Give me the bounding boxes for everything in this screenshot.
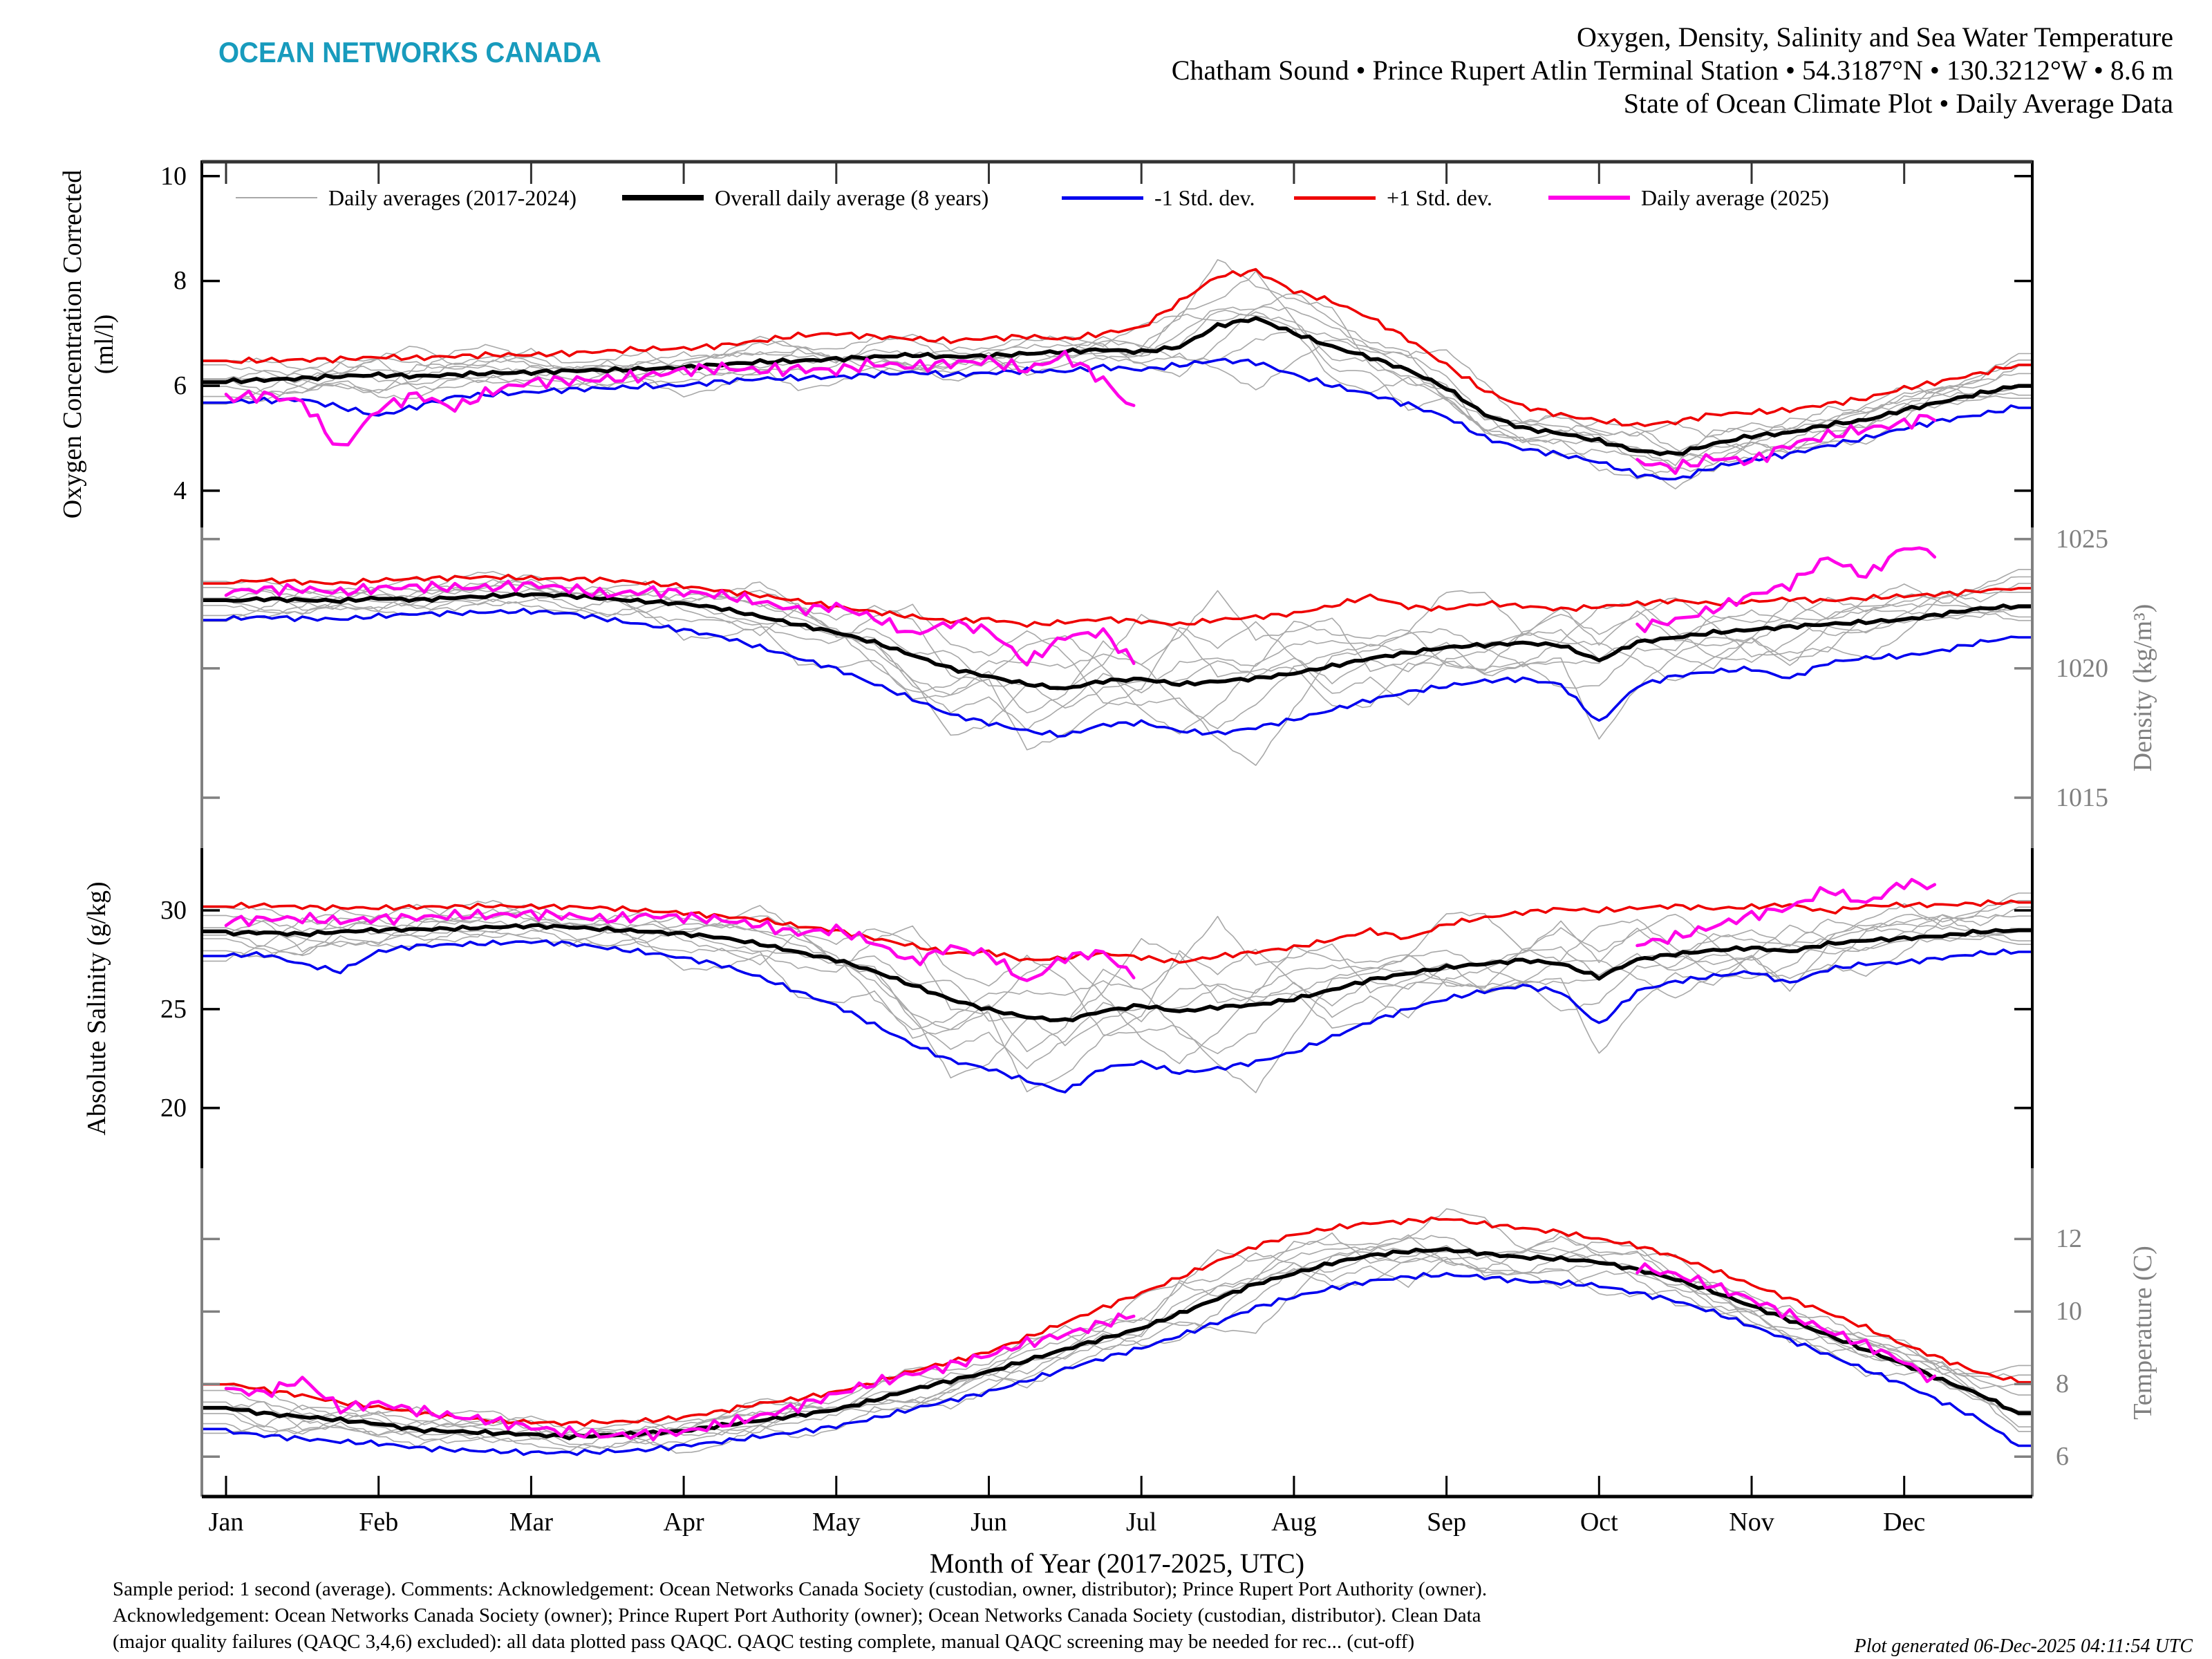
- series-temperature-year-2021: [202, 1241, 2032, 1449]
- series-temperature-year-2023: [202, 1247, 2032, 1438]
- series-temperature-year-2017: [202, 1235, 2032, 1453]
- month-label-jun: Jun: [971, 1508, 1007, 1537]
- series-oxygen-year-2017: [202, 311, 2032, 455]
- x-axis-label: Month of Year (2017-2025, UTC): [929, 1548, 1305, 1579]
- legend-label: Daily average (2025): [1641, 185, 1829, 210]
- footer-line-3: (major quality failures (QAQC 3,4,6) exc…: [113, 1631, 1415, 1653]
- month-label-oct: Oct: [1580, 1508, 1618, 1537]
- y-tick-label-oxygen: 8: [174, 266, 187, 296]
- y-tick-label-density: 1020: [2056, 653, 2108, 683]
- month-label-apr: Apr: [663, 1508, 704, 1537]
- footer-line-2: Acknowledgement: Ocean Networks Canada S…: [113, 1604, 1481, 1627]
- panel-salinity: [202, 878, 2032, 1094]
- title-line-variables: Oxygen, Density, Salinity and Sea Water …: [1576, 21, 2173, 53]
- series-density-year-2017: [202, 580, 2032, 736]
- legend-line-sample: [1294, 196, 1376, 200]
- y-tick-label-oxygen: 4: [174, 476, 187, 505]
- onc-logo: OCEAN NETWORKS CANADA: [218, 36, 601, 68]
- y-tick-label-salinity: 30: [160, 896, 187, 926]
- series-salinity-year-2022: [202, 906, 2032, 1093]
- legend-label: -1 Std. dev.: [1154, 185, 1255, 210]
- legend-item-3: -1 Std. dev.: [1062, 184, 1255, 212]
- series-oxygen-year-2021: [202, 306, 2032, 465]
- y-tick-label-density: 1025: [2056, 524, 2108, 554]
- series-temperature-plus-sd: [202, 1216, 2032, 1427]
- series-density-minus-sd: [202, 608, 2032, 738]
- series-salinity-minus-sd: [202, 939, 2032, 1094]
- y-tick-label-salinity: 20: [160, 1093, 187, 1123]
- series-oxygen-year-2024: [202, 333, 2032, 489]
- y-axis-label-salinity: Absolute Salinity (g/kg): [82, 881, 111, 1136]
- legend-item-4: +1 Std. dev.: [1294, 184, 1492, 212]
- series-density-year-2023: [202, 588, 2032, 709]
- series-salinity-mean: [202, 923, 2032, 1022]
- series-temperature-minus-sd: [202, 1272, 2032, 1456]
- legend-item-2: Overall daily average (8 years): [622, 184, 988, 212]
- y-tick-label-temperature: 10: [2056, 1297, 2082, 1327]
- y-tick-label-salinity: 25: [160, 994, 187, 1024]
- legend-line-sample: [622, 195, 704, 200]
- month-label-dec: Dec: [1883, 1508, 1926, 1537]
- y-tick-label-temperature: 6: [2056, 1442, 2069, 1472]
- title-line-plot-type: State of Ocean Climate Plot • Daily Aver…: [1623, 88, 2173, 119]
- panel-density: [202, 546, 2032, 766]
- month-label-nov: Nov: [1729, 1508, 1774, 1537]
- month-label-aug: Aug: [1271, 1508, 1317, 1537]
- series-oxygen-year-2023: [202, 310, 2032, 470]
- y-tick-label-oxygen: 10: [160, 161, 187, 191]
- month-label-jul: Jul: [1126, 1508, 1157, 1537]
- legend-label: Overall daily average (8 years): [715, 185, 989, 210]
- month-label-may: May: [812, 1508, 861, 1537]
- series-salinity-year-2023: [202, 919, 2032, 1047]
- series-density-mean: [202, 592, 2032, 691]
- y-axis-label-temperature: Temperature (C): [2128, 1245, 2157, 1420]
- series-oxygen-year-2022: [202, 270, 2032, 458]
- month-label-mar: Mar: [509, 1508, 554, 1537]
- legend-item-1: Daily averages (2017-2024): [236, 184, 577, 212]
- series-oxygen-current-year: [224, 350, 1937, 475]
- series-oxygen-year-2020: [202, 259, 2032, 480]
- footer-metadata: Sample period: 1 second (average). Comme…: [113, 1576, 1487, 1655]
- series-density-current-year: [224, 546, 1937, 667]
- panel-oxygen: [202, 259, 2032, 489]
- series-density-year-2018: [202, 586, 2032, 731]
- legend-line-sample: [236, 197, 317, 198]
- series-density-year-2024: [202, 569, 2032, 766]
- y-tick-label-temperature: 12: [2056, 1224, 2082, 1254]
- footer-line-1: Sample period: 1 second (average). Comme…: [113, 1578, 1488, 1600]
- legend-line-sample: [1062, 196, 1143, 200]
- legend-label: +1 Std. dev.: [1387, 185, 1492, 210]
- legend-label: Daily averages (2017-2024): [328, 185, 577, 210]
- legend-item-5: Daily average (2025): [1548, 184, 1829, 212]
- series-oxygen-plus-sd: [202, 268, 2032, 427]
- y-tick-label-oxygen: 6: [174, 371, 187, 401]
- series-density-year-2020: [202, 574, 2032, 740]
- panel-temperature: [202, 1208, 2032, 1456]
- series-temperature-current-year: [224, 1262, 1937, 1442]
- month-label-feb: Feb: [359, 1508, 399, 1537]
- month-label-sep: Sep: [1427, 1508, 1467, 1537]
- series-temperature-mean: [202, 1246, 2032, 1441]
- series-oxygen-minus-sd: [202, 357, 2032, 480]
- legend-line-sample: [1548, 196, 1630, 200]
- month-label-jan: Jan: [208, 1508, 244, 1537]
- series-salinity-year-2018: [202, 914, 2032, 1069]
- series-salinity-year-2021: [202, 908, 2032, 1065]
- y-tick-label-temperature: 8: [2056, 1369, 2069, 1399]
- y-axis-label-density: Density (kg/m³): [2128, 603, 2157, 772]
- series-salinity-year-2017: [202, 905, 2032, 1079]
- series-oxygen-year-2018: [202, 293, 2032, 467]
- series-salinity-current-year: [224, 878, 1937, 982]
- series-salinity-year-2024: [202, 892, 2032, 1094]
- plot-title: Oxygen, Density, Salinity and Sea Water …: [1172, 21, 2173, 120]
- title-line-station: Chatham Sound • Prince Rupert Atlin Term…: [1171, 55, 2173, 86]
- series-density-year-2021: [202, 579, 2032, 735]
- plot-generated-timestamp: Plot generated 06-Dec-2025 04:11:54 UTC: [1854, 1635, 2193, 1657]
- series-oxygen-mean: [202, 316, 2032, 456]
- y-axis-label-oxygen: Oxygen Concentration Corrected (ml/l): [58, 169, 119, 518]
- series-salinity-plus-sd: [202, 899, 2032, 964]
- y-tick-label-density: 1015: [2056, 783, 2108, 813]
